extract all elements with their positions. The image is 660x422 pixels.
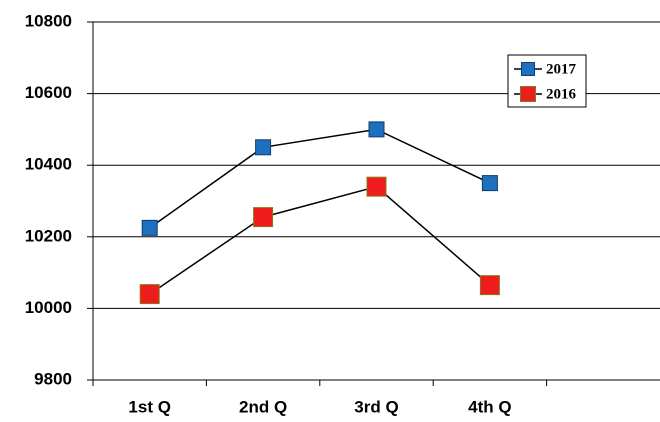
- marker: [139, 284, 160, 305]
- legend-marker: [521, 62, 535, 76]
- y-tick-label: 10400: [25, 155, 72, 174]
- marker: [141, 219, 158, 236]
- series-line: [149, 185, 491, 295]
- marker: [481, 175, 498, 192]
- marker: [255, 139, 272, 156]
- legend-label: 2017: [546, 61, 577, 77]
- x-tick-label: 2nd Q: [239, 397, 287, 416]
- x-tick-label: 4th Q: [468, 397, 511, 416]
- legend-label: 2016: [546, 86, 577, 102]
- series-line: [149, 128, 491, 229]
- x-tick-label: 3rd Q: [354, 397, 398, 416]
- y-tick-label: 10600: [25, 83, 72, 102]
- y-tick-label: 10000: [25, 298, 72, 317]
- marker: [368, 121, 385, 138]
- legend-marker: [520, 86, 536, 102]
- y-tick-label: 9800: [34, 369, 72, 388]
- marker: [479, 275, 500, 296]
- x-tick-label: 1st Q: [128, 397, 171, 416]
- y-tick-label: 10800: [25, 11, 72, 30]
- y-tick-label: 10200: [25, 226, 72, 245]
- marker: [253, 207, 274, 228]
- marker: [366, 176, 387, 197]
